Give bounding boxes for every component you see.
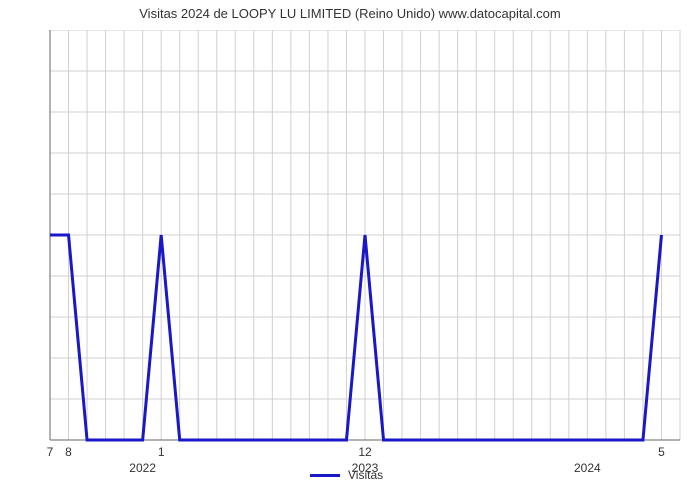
svg-text:1: 1 — [158, 445, 165, 459]
svg-text:2022: 2022 — [129, 461, 156, 475]
svg-text:8: 8 — [65, 445, 72, 459]
chart-legend: Visitas — [310, 468, 383, 482]
svg-text:2024: 2024 — [574, 461, 601, 475]
chart-title: Visitas 2024 de LOOPY LU LIMITED (Reino … — [0, 6, 700, 21]
svg-text:7: 7 — [47, 445, 54, 459]
legend-label: Visitas — [348, 468, 383, 482]
svg-text:5: 5 — [658, 445, 665, 459]
svg-text:12: 12 — [358, 445, 372, 459]
legend-swatch — [310, 474, 340, 477]
chart-plot: 012781125202220232024 — [40, 30, 690, 490]
